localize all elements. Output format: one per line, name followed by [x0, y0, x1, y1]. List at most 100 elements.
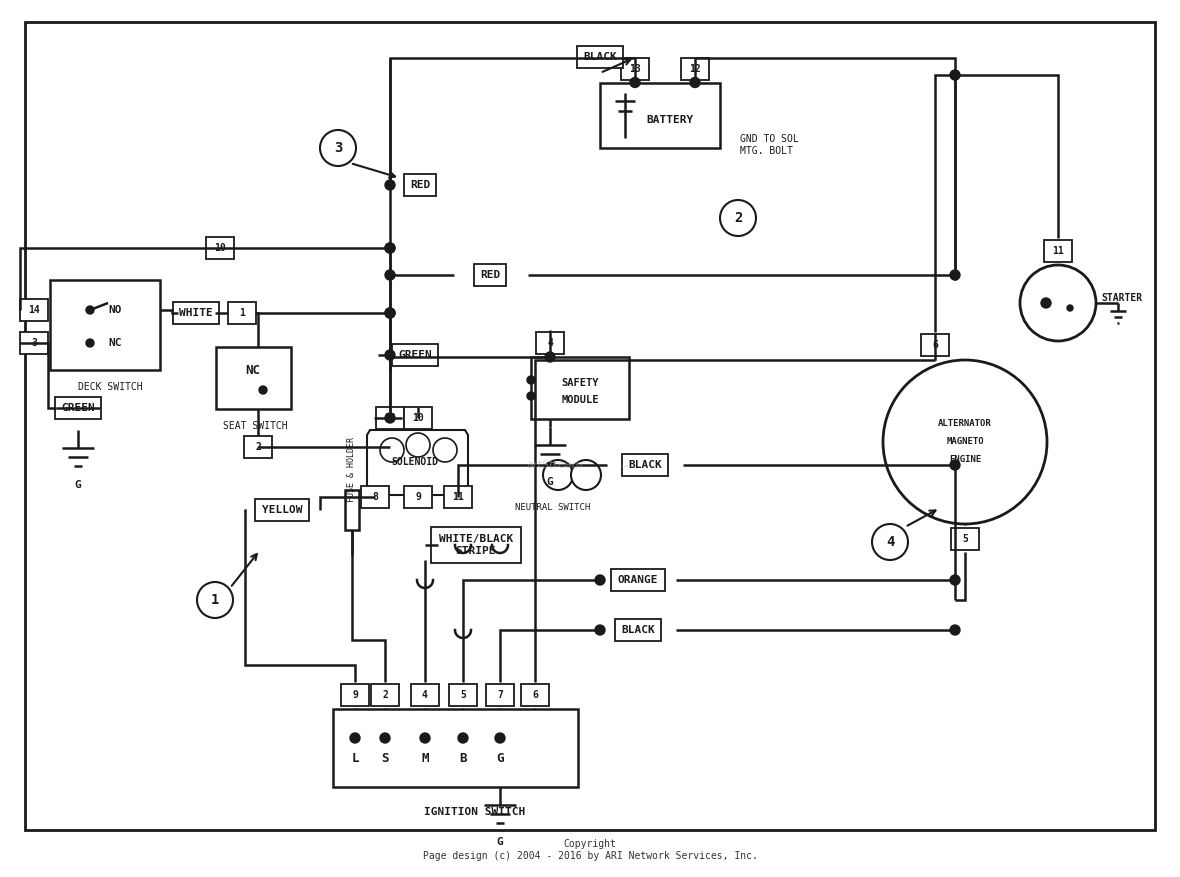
- Circle shape: [433, 438, 457, 462]
- Text: 2: 2: [382, 690, 388, 700]
- Circle shape: [950, 575, 961, 585]
- Circle shape: [380, 733, 391, 743]
- Circle shape: [595, 625, 605, 635]
- Text: NC: NC: [245, 363, 261, 376]
- Circle shape: [385, 308, 395, 318]
- Circle shape: [545, 352, 555, 362]
- Text: 3: 3: [334, 141, 342, 155]
- Circle shape: [385, 243, 395, 253]
- Bar: [20, 332, 48, 354]
- Bar: [681, 58, 709, 80]
- Circle shape: [197, 582, 232, 618]
- Circle shape: [690, 77, 700, 88]
- Text: 9: 9: [415, 492, 421, 502]
- Text: IGNITION SWITCH: IGNITION SWITCH: [425, 807, 525, 817]
- Text: SAFETY: SAFETY: [562, 378, 598, 388]
- Bar: [405, 174, 435, 196]
- Text: L: L: [352, 752, 359, 765]
- Text: 4: 4: [548, 338, 553, 348]
- Text: MAGNETO: MAGNETO: [946, 438, 984, 446]
- Text: ALTERNATOR: ALTERNATOR: [938, 419, 992, 429]
- Bar: [615, 619, 661, 641]
- Bar: [486, 684, 514, 706]
- Text: 2: 2: [255, 442, 261, 452]
- Bar: [244, 436, 273, 458]
- Text: ™: ™: [620, 463, 630, 473]
- Text: DECK SWITCH: DECK SWITCH: [78, 382, 143, 392]
- Circle shape: [385, 180, 395, 190]
- Circle shape: [527, 392, 535, 400]
- Text: BLACK: BLACK: [583, 52, 617, 62]
- Text: 6: 6: [532, 690, 538, 700]
- Bar: [173, 302, 219, 324]
- Circle shape: [527, 376, 535, 384]
- Text: G: G: [497, 837, 504, 847]
- Text: NC: NC: [109, 338, 122, 348]
- Circle shape: [380, 438, 404, 462]
- Text: RED: RED: [480, 270, 500, 280]
- Text: 9: 9: [352, 690, 358, 700]
- Text: NEUTRAL SWITCH: NEUTRAL SWITCH: [514, 503, 590, 511]
- Circle shape: [420, 733, 430, 743]
- Bar: [411, 684, 439, 706]
- Text: M: M: [421, 752, 428, 765]
- Text: ENGINE: ENGINE: [949, 455, 981, 465]
- Bar: [922, 334, 949, 356]
- Circle shape: [86, 339, 94, 347]
- Circle shape: [1067, 305, 1073, 311]
- Text: 13: 13: [629, 63, 641, 74]
- Circle shape: [385, 308, 395, 318]
- Bar: [531, 357, 629, 419]
- Circle shape: [950, 625, 961, 635]
- Bar: [20, 299, 48, 321]
- Bar: [55, 397, 101, 419]
- Bar: [376, 407, 404, 429]
- Circle shape: [258, 386, 267, 394]
- Bar: [341, 684, 369, 706]
- Text: 5: 5: [460, 690, 466, 700]
- Circle shape: [494, 733, 505, 743]
- Circle shape: [872, 524, 907, 560]
- Circle shape: [385, 413, 395, 423]
- Circle shape: [543, 460, 573, 490]
- Bar: [206, 237, 234, 259]
- Text: B: B: [459, 752, 467, 765]
- Bar: [361, 486, 389, 508]
- Circle shape: [950, 460, 961, 470]
- Bar: [345, 490, 359, 530]
- Bar: [577, 46, 623, 68]
- Text: 10: 10: [412, 413, 424, 423]
- Circle shape: [595, 575, 605, 585]
- Bar: [371, 684, 399, 706]
- Text: 12: 12: [689, 63, 701, 74]
- Circle shape: [720, 200, 756, 236]
- Text: SOLENOID: SOLENOID: [392, 457, 439, 467]
- Polygon shape: [367, 430, 468, 495]
- Bar: [444, 486, 472, 508]
- Text: 11: 11: [1053, 246, 1064, 256]
- Circle shape: [458, 733, 468, 743]
- Bar: [951, 528, 979, 550]
- Text: WHITE/BLACK
STRIPE: WHITE/BLACK STRIPE: [439, 534, 513, 556]
- Bar: [522, 684, 549, 706]
- Text: 7: 7: [497, 690, 503, 700]
- Text: NO: NO: [109, 305, 122, 315]
- Text: GREEN: GREEN: [61, 403, 94, 413]
- Circle shape: [350, 733, 360, 743]
- Bar: [216, 347, 290, 409]
- Text: RED: RED: [409, 180, 431, 190]
- Bar: [228, 302, 256, 324]
- Text: 1: 1: [240, 308, 245, 318]
- Bar: [599, 82, 720, 147]
- Text: SEAT SWITCH: SEAT SWITCH: [223, 421, 287, 431]
- Circle shape: [950, 70, 961, 80]
- Text: S: S: [381, 752, 388, 765]
- Circle shape: [950, 270, 961, 280]
- Text: GND TO SOL
MTG. BOLT: GND TO SOL MTG. BOLT: [740, 134, 799, 156]
- Text: 6: 6: [932, 340, 938, 350]
- Text: G: G: [497, 752, 504, 765]
- Circle shape: [883, 360, 1047, 524]
- Circle shape: [406, 433, 430, 457]
- Text: FUSE & HOLDER: FUSE & HOLDER: [347, 438, 356, 503]
- Text: WHITE: WHITE: [179, 308, 212, 318]
